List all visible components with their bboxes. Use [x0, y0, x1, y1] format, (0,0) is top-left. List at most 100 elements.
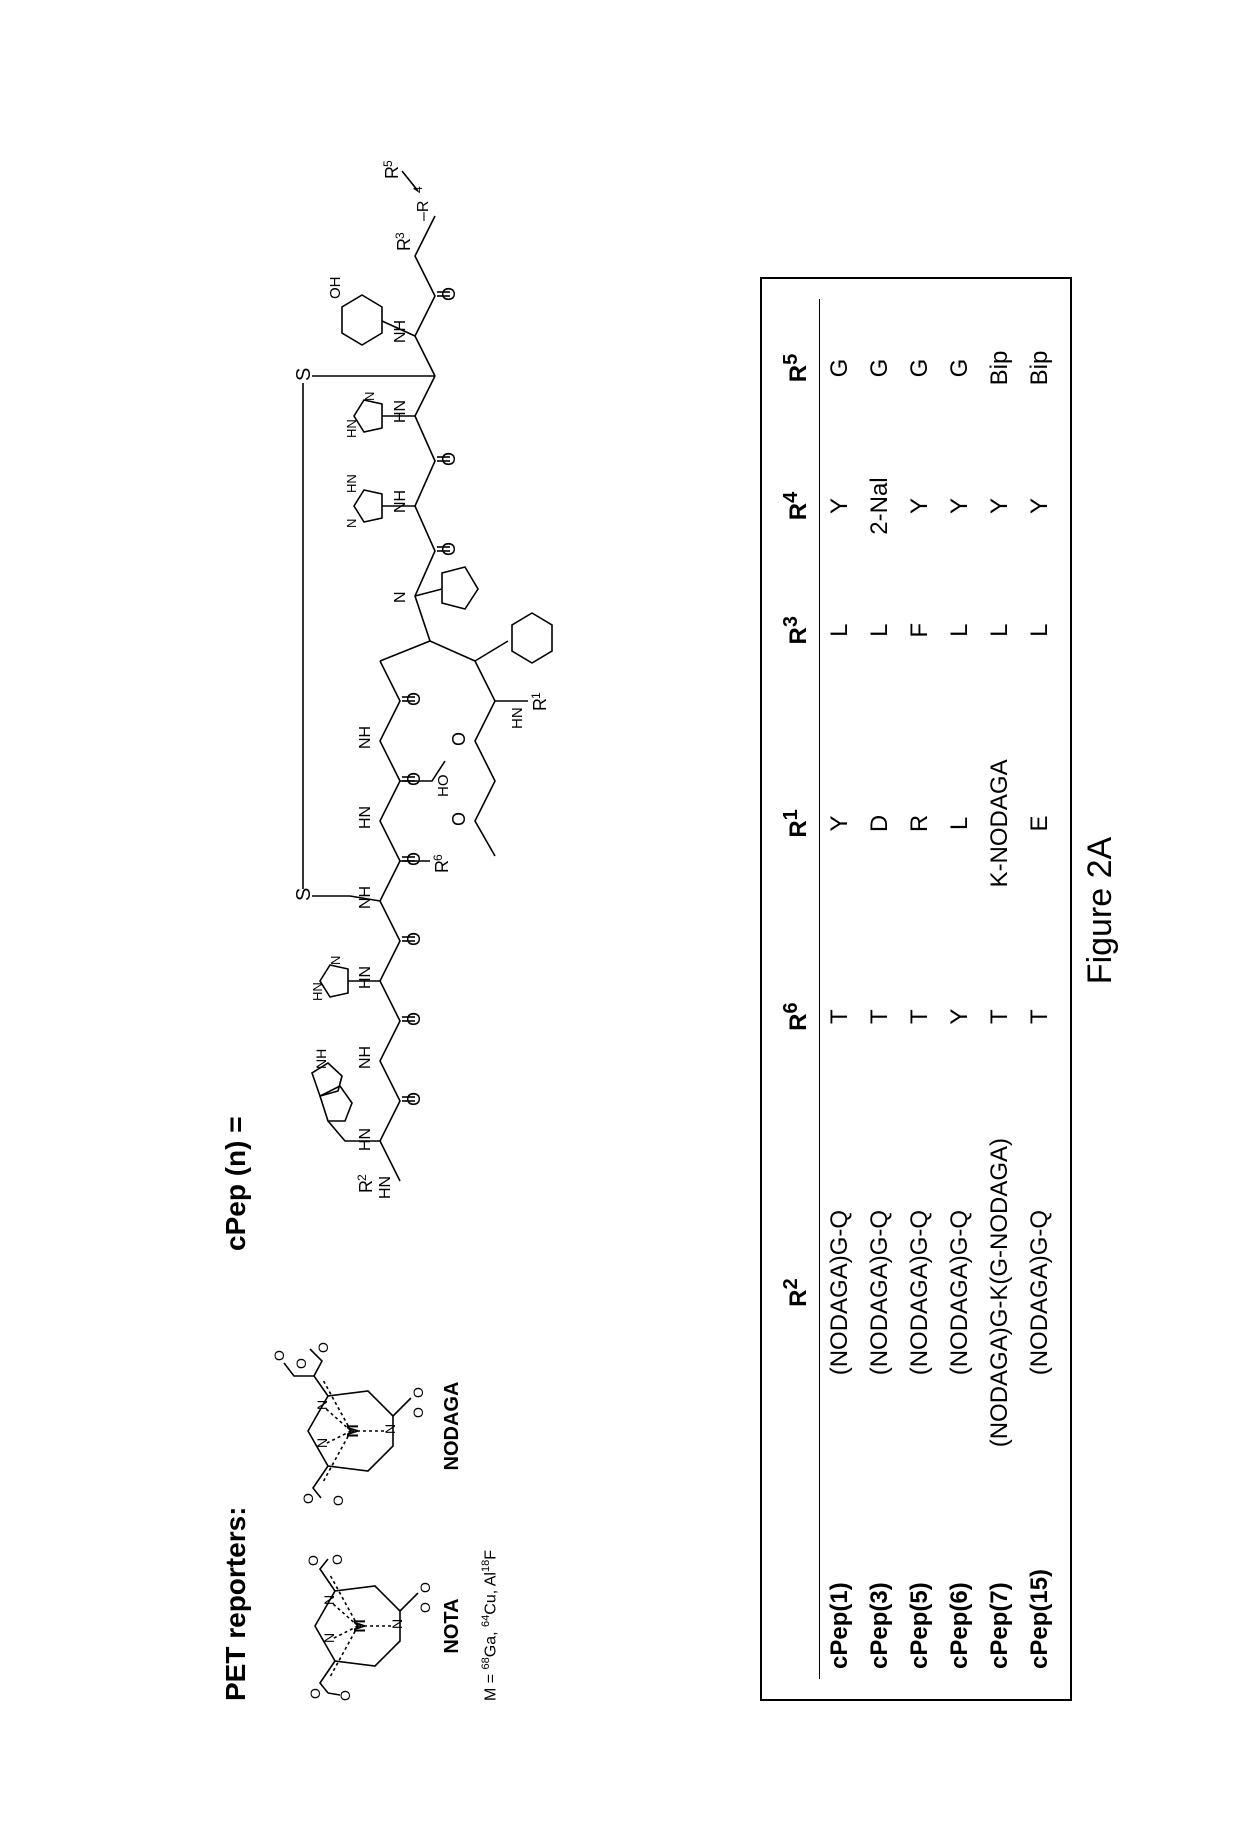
pet-reporters-title: PET reporters: — [220, 1341, 252, 1701]
svg-text:3: 3 — [393, 232, 407, 239]
svg-text:HN: HN — [344, 474, 359, 493]
top-row: PET reporters: M N — [220, 121, 690, 1701]
table-head: R2R6R1R3R4R5 — [776, 299, 820, 1679]
svg-text:O: O — [439, 287, 459, 301]
svg-text:O: O — [315, 1342, 331, 1353]
svg-text:HN: HN — [357, 806, 374, 829]
table-row: cPep(7)(NODAGA)G-K(G-NODAGA)TK-NODAGALYB… — [980, 299, 1020, 1679]
svg-text:NH: NH — [357, 726, 374, 749]
svg-text:N: N — [328, 956, 343, 965]
cell: T — [820, 961, 861, 1071]
cell: (NODAGA)G-Q — [940, 1072, 980, 1514]
col-header: R4 — [776, 437, 820, 575]
svg-text:HN: HN — [357, 966, 374, 989]
svg-text:N: N — [392, 591, 409, 603]
svg-text:–R: –R — [415, 201, 432, 221]
svg-text:NH: NH — [392, 490, 409, 513]
cell: (NODAGA)G-Q — [820, 1072, 861, 1514]
svg-text:2: 2 — [355, 1174, 369, 1181]
col-header: R1 — [776, 685, 820, 961]
nota-structure: M N N N — [280, 1551, 464, 1701]
cell: G — [860, 299, 900, 437]
svg-text:6: 6 — [431, 854, 445, 861]
cell: L — [980, 575, 1020, 685]
cell: Bip — [980, 299, 1020, 437]
row-label: cPep(5) — [900, 1513, 940, 1679]
cell: K-NODAGA — [980, 685, 1020, 961]
row-label: cPep(15) — [1020, 1513, 1060, 1679]
nodaga-label: NODAGA — [441, 1341, 464, 1511]
row-label: cPep(1) — [820, 1513, 861, 1679]
svg-text:HN: HN — [344, 419, 359, 438]
cell: Y — [1020, 437, 1060, 575]
cell: (NODAGA)G-Q — [860, 1072, 900, 1514]
svg-text:O: O — [439, 542, 459, 556]
svg-text:S: S — [293, 888, 315, 901]
figure-content: PET reporters: M N — [220, 121, 1072, 1701]
svg-text:O: O — [293, 1358, 309, 1369]
svg-text:O: O — [404, 1012, 424, 1026]
svg-text:N: N — [344, 519, 359, 528]
cell: (NODAGA)G-K(G-NODAGA) — [980, 1072, 1020, 1514]
page: PET reporters: M N — [0, 0, 1240, 1821]
col-header: R3 — [776, 575, 820, 685]
table-row: cPep(1)(NODAGA)G-QTYLYG — [820, 299, 861, 1679]
m-equals-line: M = 68Ga, 64Cu, Al18F — [480, 1341, 500, 1701]
svg-text:R: R — [530, 698, 550, 711]
cell: Y — [940, 961, 980, 1071]
svg-text:HN: HN — [310, 982, 325, 1001]
svg-text:O: O — [330, 1495, 346, 1506]
row-label: cPep(7) — [980, 1513, 1020, 1679]
cell: Y — [820, 437, 861, 575]
cell: Y — [820, 685, 861, 961]
cell: T — [980, 961, 1020, 1071]
col-header: R5 — [776, 299, 820, 437]
r-group-table-el: R2R6R1R3R4R5 cPep(1)(NODAGA)G-QTYLYGcPep… — [776, 299, 1060, 1679]
svg-text:S: S — [293, 368, 315, 381]
cell: Y — [980, 437, 1020, 575]
svg-text:R: R — [356, 1180, 376, 1193]
svg-text:O: O — [439, 452, 459, 466]
svg-text:HN: HN — [392, 400, 409, 423]
r-group-table: R2R6R1R3R4R5 cPep(1)(NODAGA)G-QTYLYGcPep… — [760, 277, 1072, 1701]
svg-text:O: O — [337, 1690, 353, 1701]
chelator-row: M N N N — [270, 1341, 464, 1701]
pet-reporters-block: PET reporters: M N — [220, 1341, 500, 1701]
svg-text:HO: HO — [435, 775, 452, 798]
svg-text:OH: OH — [327, 277, 344, 300]
cpep-block: cPep (n) = S S — [220, 121, 690, 1251]
svg-text:O: O — [300, 1493, 316, 1504]
cell: Y — [900, 437, 940, 575]
svg-text:N: N — [314, 1400, 330, 1410]
svg-text:O: O — [307, 1688, 323, 1699]
cell: T — [1020, 961, 1060, 1071]
svg-text:NH: NH — [357, 1046, 374, 1069]
col-header: R6 — [776, 961, 820, 1071]
cell: 2-Nal — [860, 437, 900, 575]
cell: D — [860, 685, 900, 961]
svg-text:R: R — [432, 860, 452, 873]
cpep-title: cPep (n) = — [220, 121, 252, 1251]
cell: R — [900, 685, 940, 961]
cell: (NODAGA)G-Q — [900, 1072, 940, 1514]
svg-text:O: O — [404, 852, 424, 866]
cell: L — [860, 575, 900, 685]
svg-text:O: O — [417, 1602, 430, 1613]
svg-text:O: O — [404, 1092, 424, 1106]
cell: (NODAGA)G-Q — [1020, 1072, 1060, 1514]
row-label: cPep(3) — [860, 1513, 900, 1679]
cpep-structure-svg: S S — [270, 151, 690, 1251]
svg-text:O: O — [329, 1554, 345, 1565]
svg-text:5: 5 — [381, 160, 395, 167]
svg-text:O: O — [410, 1407, 426, 1418]
col-header: R2 — [776, 1072, 820, 1514]
svg-text:R: R — [394, 238, 414, 251]
nodaga-structure: M N N N O O — [270, 1341, 464, 1511]
table-row: cPep(3)(NODAGA)G-QTDL2-NalG — [860, 299, 900, 1679]
nodaga-svg: M N N N O O — [270, 1341, 430, 1511]
svg-text:HN: HN — [357, 1128, 374, 1151]
row-label: cPep(6) — [940, 1513, 980, 1679]
cell: T — [900, 961, 940, 1071]
cell: L — [1020, 575, 1060, 685]
table-body: cPep(1)(NODAGA)G-QTYLYGcPep(3)(NODAGA)G-… — [820, 299, 1061, 1679]
